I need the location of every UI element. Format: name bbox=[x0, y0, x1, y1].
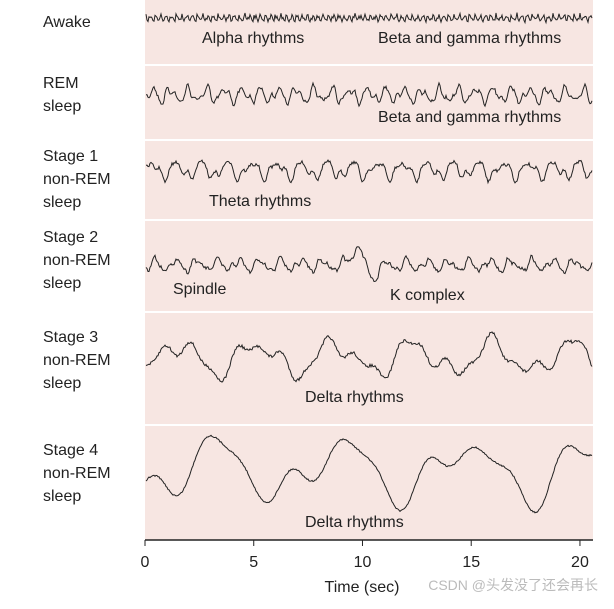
row-label: Stage 1 bbox=[43, 148, 98, 165]
annotation: Beta and gamma rhythms bbox=[378, 109, 561, 126]
eeg-trace bbox=[145, 11, 593, 25]
row-label: non-REM bbox=[43, 352, 111, 369]
x-tick-label: 10 bbox=[354, 554, 372, 571]
row-label: sleep bbox=[43, 275, 81, 292]
x-tick-label: 15 bbox=[462, 554, 480, 571]
annotation: Alpha rhythms bbox=[202, 30, 304, 47]
annotation: K complex bbox=[390, 287, 465, 304]
row-label: Stage 4 bbox=[43, 442, 98, 459]
eeg-trace bbox=[145, 246, 593, 283]
row-label: non-REM bbox=[43, 171, 111, 188]
x-axis-label: Time (sec) bbox=[325, 579, 400, 596]
row-label: sleep bbox=[43, 98, 81, 115]
x-tick-label: 0 bbox=[141, 554, 150, 571]
row-label: Awake bbox=[43, 14, 91, 31]
eeg-trace bbox=[145, 434, 593, 514]
row-label: sleep bbox=[43, 375, 81, 392]
eeg-trace bbox=[145, 159, 593, 185]
annotation: Beta and gamma rhythms bbox=[378, 30, 561, 47]
row-label: non-REM bbox=[43, 252, 111, 269]
annotation: Delta rhythms bbox=[305, 514, 404, 531]
annotation: Spindle bbox=[173, 281, 226, 298]
annotation: Theta rhythms bbox=[209, 193, 311, 210]
eeg-trace bbox=[146, 81, 593, 108]
eeg-trace bbox=[145, 331, 593, 383]
row-label: REM bbox=[43, 75, 79, 92]
row-label: Stage 3 bbox=[43, 329, 98, 346]
row-label: sleep bbox=[43, 488, 81, 505]
row-label: sleep bbox=[43, 194, 81, 211]
row-label: non-REM bbox=[43, 465, 111, 482]
annotation: Delta rhythms bbox=[305, 389, 404, 406]
row-label: Stage 2 bbox=[43, 229, 98, 246]
x-tick-label: 20 bbox=[571, 554, 589, 571]
x-tick-label: 5 bbox=[249, 554, 258, 571]
watermark: CSDN @头发没了还会再长 bbox=[428, 577, 598, 593]
